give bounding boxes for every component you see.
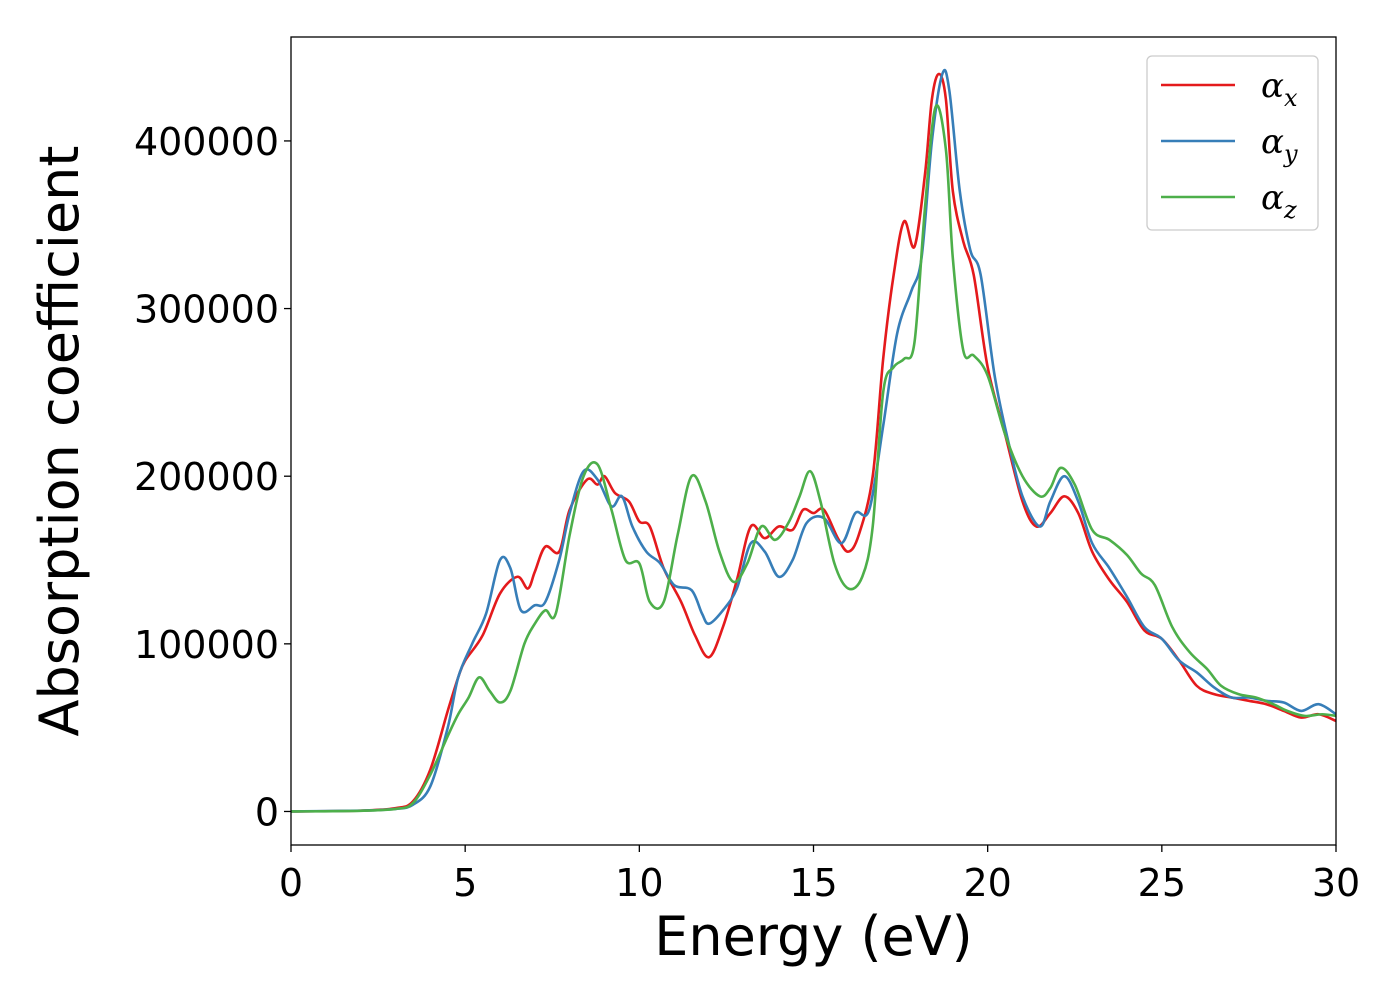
legend-subscript: z bbox=[1283, 196, 1297, 224]
legend-symbol: α bbox=[1261, 122, 1284, 162]
legend-symbol: α bbox=[1261, 66, 1284, 106]
y-tick-label: 400000 bbox=[134, 120, 279, 164]
x-tick-label: 0 bbox=[279, 861, 303, 905]
x-axis-title: Energy (eV) bbox=[654, 905, 973, 968]
y-axis-ticks: 0 100000 200000 300000 400000 bbox=[134, 120, 291, 834]
legend-label-z: αz bbox=[1261, 178, 1297, 224]
x-tick-label: 10 bbox=[615, 861, 663, 905]
x-tick-label: 5 bbox=[453, 861, 477, 905]
legend-label-y: αy bbox=[1261, 122, 1298, 168]
y-tick-label: 200000 bbox=[134, 455, 279, 499]
legend-subscript: y bbox=[1283, 140, 1298, 168]
y-tick-label: 0 bbox=[255, 790, 279, 834]
series-line-x bbox=[291, 72, 1336, 813]
y-axis-title: Absorption coefficient bbox=[28, 146, 91, 737]
series-line-y bbox=[291, 68, 1336, 813]
legend-box bbox=[1146, 55, 1319, 231]
y-tick-label: 300000 bbox=[134, 288, 279, 332]
legend-label-x: αx bbox=[1261, 66, 1298, 112]
x-tick-label: 20 bbox=[963, 861, 1011, 905]
series-line-z bbox=[291, 104, 1336, 813]
x-tick-label: 30 bbox=[1312, 861, 1360, 905]
x-axis-ticks: 0 5 10 15 20 25 30 bbox=[279, 845, 1360, 905]
series-curves bbox=[291, 68, 1336, 813]
legend-subscript: x bbox=[1284, 84, 1298, 112]
y-tick-label: 100000 bbox=[134, 623, 279, 667]
x-tick-label: 15 bbox=[789, 861, 837, 905]
x-tick-label: 25 bbox=[1138, 861, 1186, 905]
legend-symbol: α bbox=[1261, 178, 1284, 218]
